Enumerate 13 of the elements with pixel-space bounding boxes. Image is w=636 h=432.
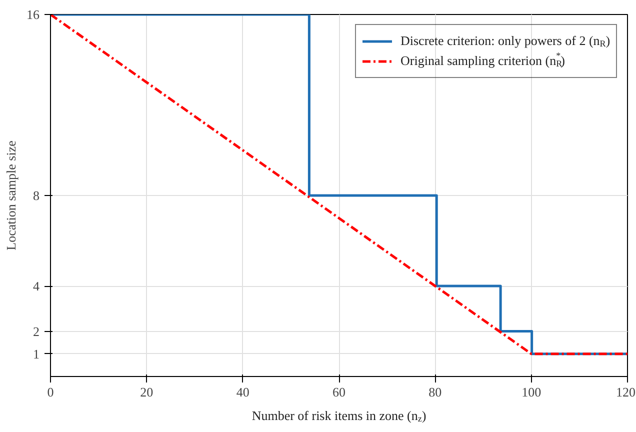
x-tick-label: 0 xyxy=(47,384,54,400)
y-axis-title: Location sample size xyxy=(4,140,18,250)
x-tick-label: 60 xyxy=(332,384,346,400)
x-tick-label: 120 xyxy=(616,384,636,400)
y-tick-label: 4 xyxy=(33,278,40,294)
y-tick-label: 8 xyxy=(33,188,40,203)
x-tick-label: 40 xyxy=(236,384,250,400)
y-tick-label: 16 xyxy=(26,7,40,22)
y-tick-label: 2 xyxy=(33,324,40,339)
x-tick-label: 100 xyxy=(522,384,542,400)
x-tick-label: 80 xyxy=(428,384,442,400)
x-tick-label: 20 xyxy=(140,384,154,400)
y-tick-label: 1 xyxy=(33,346,40,362)
